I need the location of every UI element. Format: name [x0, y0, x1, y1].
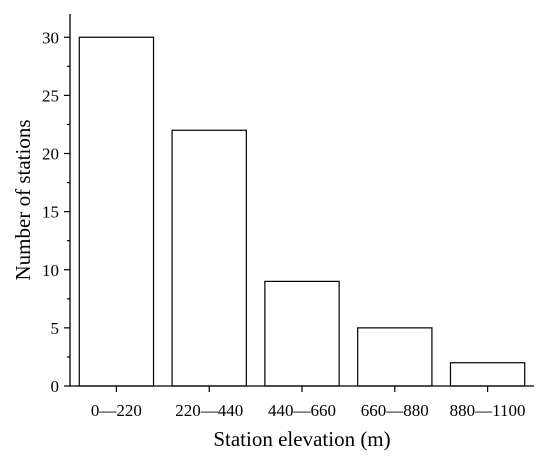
bar: [449, 362, 526, 387]
y-tick-label: 25: [42, 86, 59, 105]
bar: [171, 129, 247, 387]
x-tick-label: 880—1100: [450, 401, 526, 420]
bar: [264, 280, 340, 387]
y-tick-label: 30: [42, 28, 59, 47]
bars: [78, 36, 526, 387]
x-tick-label: 0—220: [91, 401, 142, 420]
y-axis-title: Number of stations: [11, 120, 35, 281]
x-tick-label: 220—440: [175, 401, 243, 420]
y-tick-label: 5: [51, 319, 60, 338]
y-tick-label: 15: [42, 203, 59, 222]
y-axis-ticks: 0 5 10 15 20 25 30: [42, 28, 70, 396]
y-tick-label: 20: [42, 145, 59, 164]
bar: [357, 327, 433, 387]
y-tick-label: 10: [42, 261, 59, 280]
x-tick-label: 440—660: [268, 401, 336, 420]
y-tick-label: 0: [51, 377, 60, 396]
x-axis-title: Station elevation (m): [213, 427, 390, 451]
x-axis-ticks: 0—220 220—440 440—660 660—880 880—1100: [91, 386, 526, 420]
bar: [78, 36, 155, 387]
x-tick-label: 660—880: [361, 401, 429, 420]
